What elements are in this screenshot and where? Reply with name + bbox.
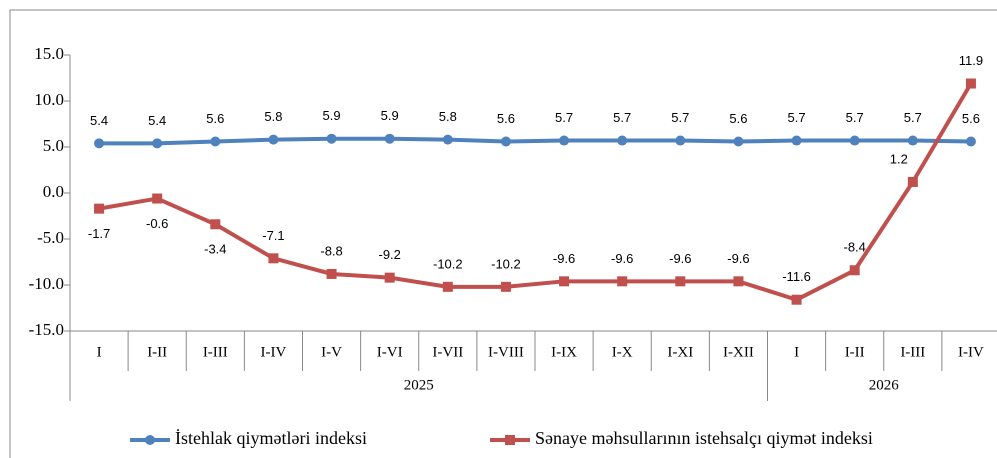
x-tick-label: I-VII (432, 344, 463, 360)
data-label: -8.8 (320, 243, 342, 258)
legend-marker (505, 435, 515, 445)
marker (326, 268, 337, 279)
data-label: 5.4 (90, 113, 108, 128)
data-label: -8.4 (843, 240, 865, 255)
y-tick-label: 5.0 (43, 136, 64, 155)
x-tick-label: I-III (900, 344, 925, 360)
x-tick-label: I-VI (377, 344, 403, 360)
y-tick-label: 0.0 (43, 182, 64, 201)
marker (500, 136, 511, 147)
marker (94, 138, 105, 149)
data-label: 5.7 (613, 110, 631, 125)
marker (559, 135, 570, 146)
y-tick-label: -5.0 (37, 228, 64, 247)
data-label: 1.2 (890, 151, 908, 166)
marker (442, 134, 453, 145)
marker (500, 281, 511, 292)
legend-marker (145, 435, 155, 445)
data-label: 5.9 (381, 108, 399, 123)
data-label: 5.6 (962, 111, 980, 126)
marker (384, 133, 395, 144)
marker (152, 138, 163, 149)
marker (384, 272, 395, 283)
legend-label: Sənaye məhsullarının istehsalçı qiymət i… (535, 428, 873, 448)
marker (617, 276, 628, 287)
data-label: 5.7 (788, 110, 806, 125)
data-label: -0.6 (146, 216, 168, 231)
marker (442, 281, 453, 292)
marker (849, 135, 860, 146)
data-label: 5.9 (323, 108, 341, 123)
y-tick-label: 10.0 (34, 90, 64, 109)
data-label: -9.6 (611, 251, 633, 266)
y-tick-label: -15.0 (29, 320, 64, 339)
data-label: -3.4 (204, 242, 226, 257)
marker (268, 253, 279, 264)
data-label: 5.8 (264, 109, 282, 124)
marker (907, 176, 918, 187)
marker (617, 135, 628, 146)
data-label: -10.2 (433, 256, 463, 271)
x-tick-label: I-IX (551, 344, 577, 360)
marker (268, 134, 279, 145)
marker (94, 203, 105, 214)
y-tick-label: 15.0 (34, 44, 64, 63)
series-line (98, 82, 973, 302)
x-tick-label: I (794, 344, 799, 360)
data-label: 5.7 (846, 110, 864, 125)
data-label: 5.7 (904, 110, 922, 125)
data-label: 5.6 (729, 111, 747, 126)
y-tick-label: -10.0 (29, 274, 64, 293)
x-tick-label: I-XII (723, 344, 754, 360)
x-tick-label: I-II (147, 344, 167, 360)
data-label: -7.1 (262, 228, 284, 243)
x-tick-label: I-IV (958, 344, 984, 360)
data-label: -9.6 (553, 251, 575, 266)
data-label: -11.6 (782, 269, 811, 284)
marker (965, 136, 976, 147)
frame (9, 9, 997, 458)
marker (849, 265, 860, 276)
x-tick-label: I-IV (261, 344, 287, 360)
legend-label: İstehlak qiymətləri indeksi (175, 428, 367, 448)
x-tick-label: I-V (321, 344, 342, 360)
x-tick-label: I-III (203, 344, 228, 360)
x-tick-label: I-X (612, 344, 633, 360)
marker (210, 219, 221, 230)
marker (733, 136, 744, 147)
series-line (99, 136, 971, 146)
data-label: 5.8 (439, 109, 457, 124)
x-tick-label: I-XI (667, 344, 693, 360)
data-label: -9.2 (378, 247, 400, 262)
data-label: 5.4 (148, 113, 166, 128)
marker (733, 276, 744, 287)
data-label: -1.7 (88, 226, 110, 241)
marker (965, 78, 976, 89)
data-label: 5.7 (555, 110, 573, 125)
marker (675, 135, 686, 146)
marker (326, 133, 337, 144)
data-label: 5.6 (206, 111, 224, 126)
x-tick-label: I-II (845, 344, 865, 360)
data-label: 5.6 (497, 111, 515, 126)
marker (559, 276, 570, 287)
data-label: 5.7 (671, 110, 689, 125)
x-tick-label: I (97, 344, 102, 360)
marker (675, 276, 686, 287)
marker (152, 193, 163, 204)
x-tick-label: I-VIII (488, 344, 524, 360)
group-label: 2025 (404, 377, 434, 393)
data-label: 11.9 (959, 53, 983, 68)
marker (210, 136, 221, 147)
marker (907, 135, 918, 146)
group-label: 2026 (869, 377, 900, 393)
marker (791, 294, 802, 305)
data-label: -10.2 (491, 256, 521, 271)
data-label: -9.6 (669, 251, 691, 266)
data-label: -9.6 (727, 251, 749, 266)
marker (791, 135, 802, 146)
